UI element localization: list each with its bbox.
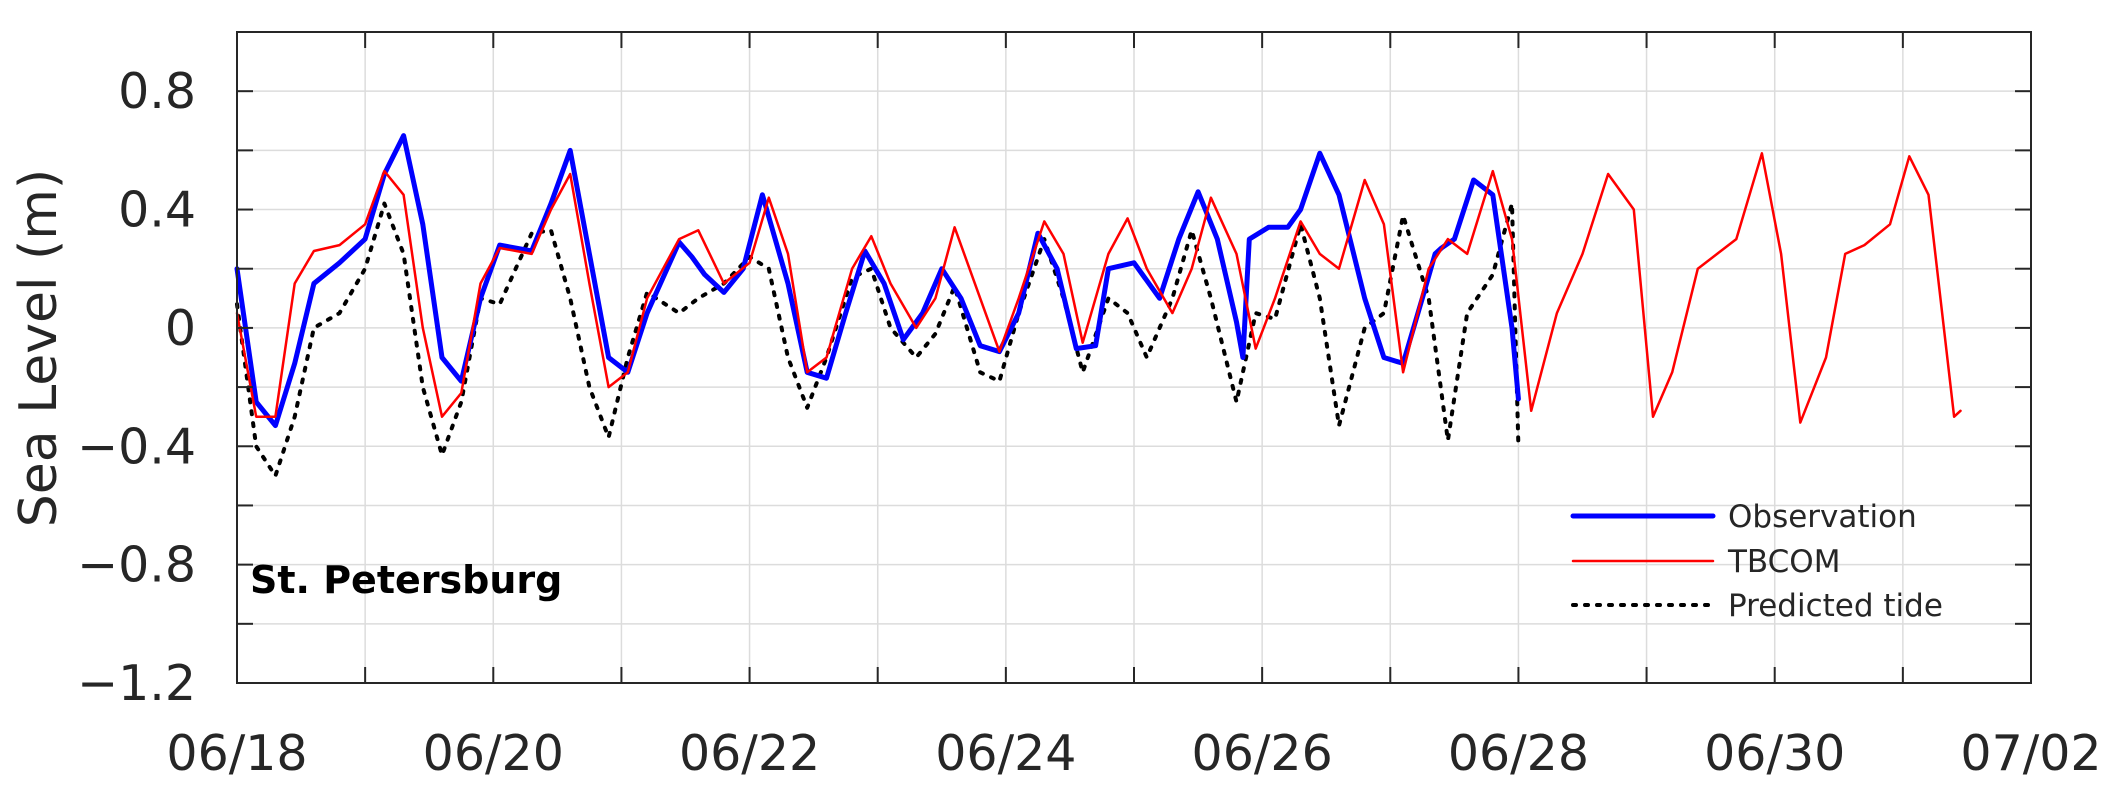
x-tick-labels: 06/18 06/20 06/22 06/24 06/26 06/28 06/30 07/02: [166, 725, 2101, 782]
x-tick-label: 06/24: [935, 725, 1076, 782]
legend-label: TBCOM: [1727, 544, 1840, 580]
x-tick-label: 06/30: [1704, 725, 1845, 782]
y-tick-labels: 0.8 0.4 0 −0.4 −0.8 −1.2: [77, 63, 196, 712]
y-tick-label: 0.4: [118, 182, 196, 239]
data-series: [234, 133, 1962, 478]
axis-ticks: [236, 31, 2032, 684]
y-tick-label: −0.8: [77, 537, 196, 594]
series-line-predicted-tide: [235, 201, 1521, 478]
y-tick-label: −0.4: [77, 418, 196, 475]
y-tick-label: 0: [165, 300, 196, 357]
x-tick-label: 06/18: [166, 725, 307, 782]
x-tick-label: 06/22: [679, 725, 820, 782]
station-annotation: St. Petersburg: [250, 558, 562, 602]
series-line-tbcom: [235, 152, 1962, 424]
legend: Observation TBCOM Predicted tide: [1570, 499, 1943, 624]
y-axis-title: Sea Level (m): [9, 169, 69, 527]
x-tick-label: 06/20: [423, 725, 564, 782]
y-tick-label: 0.8: [118, 63, 196, 120]
x-tick-label: 06/26: [1192, 725, 1333, 782]
legend-label: Observation: [1728, 499, 1917, 535]
x-tick-label: 07/02: [1960, 725, 2101, 782]
y-tick-label: −1.2: [77, 655, 196, 712]
legend-label: Predicted tide: [1728, 588, 1943, 624]
x-tick-label: 06/28: [1448, 725, 1589, 782]
